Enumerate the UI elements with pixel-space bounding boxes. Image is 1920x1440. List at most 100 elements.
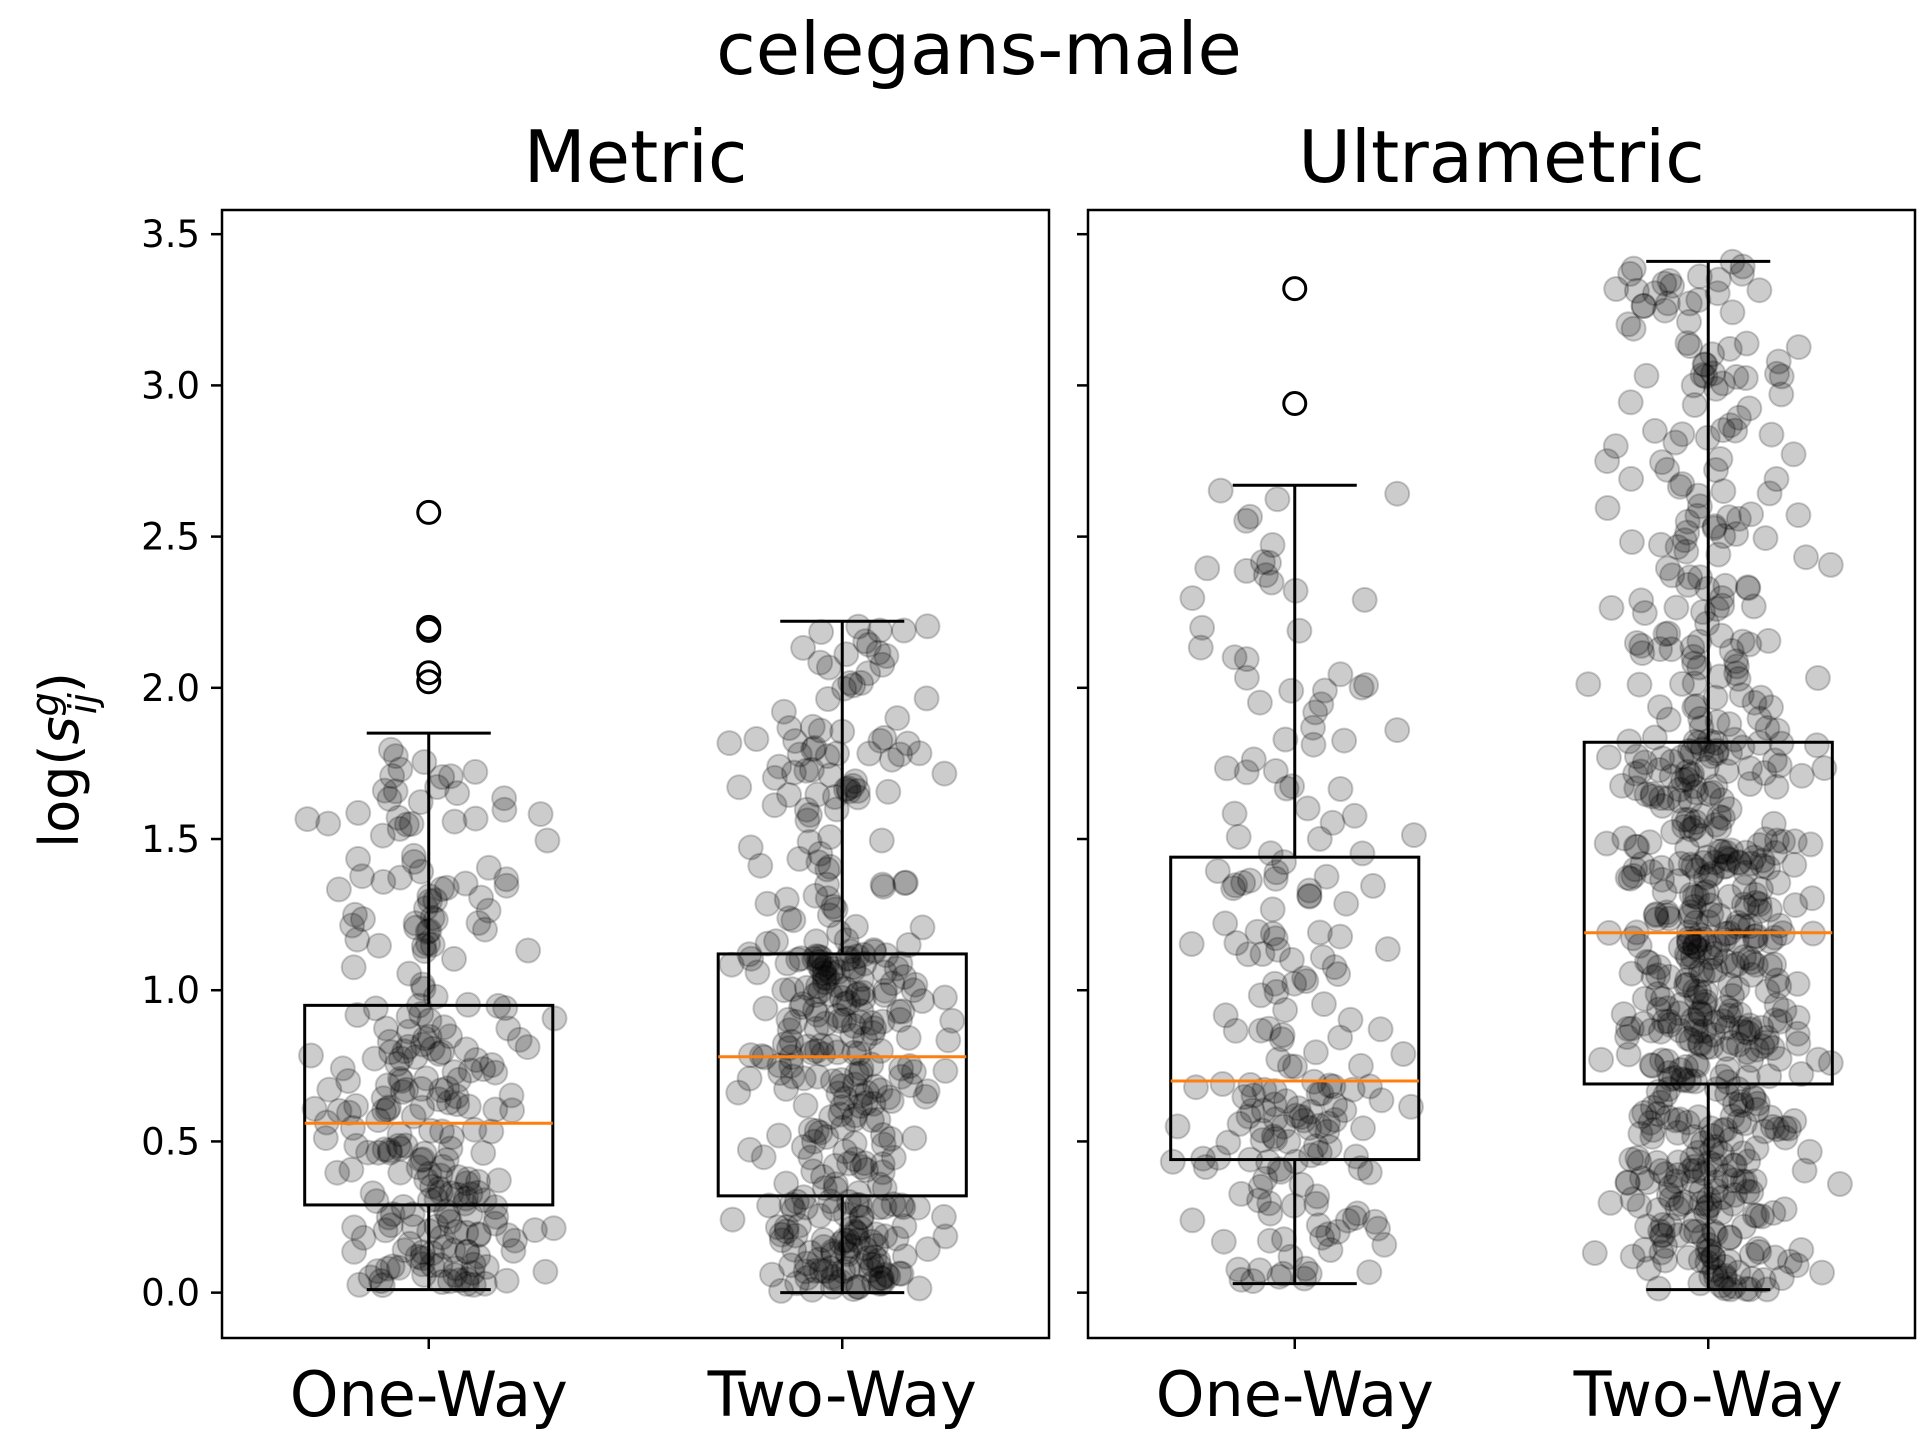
data-point bbox=[1648, 785, 1675, 811]
data-point bbox=[1722, 1152, 1748, 1179]
x-tick-label: Two-Way bbox=[707, 1358, 977, 1431]
data-point bbox=[1657, 1174, 1684, 1200]
data-point bbox=[344, 1002, 371, 1028]
data-point bbox=[1581, 1240, 1608, 1266]
data-point bbox=[411, 938, 438, 965]
data-point bbox=[875, 1263, 902, 1290]
data-point bbox=[1239, 1097, 1266, 1124]
data-point bbox=[829, 1094, 856, 1121]
data-point bbox=[1758, 421, 1785, 448]
data-point bbox=[1741, 1168, 1768, 1195]
data-point bbox=[811, 969, 838, 996]
data-point bbox=[801, 1128, 827, 1155]
data-point bbox=[843, 1061, 870, 1088]
data-point bbox=[1716, 335, 1743, 362]
data-point bbox=[527, 801, 554, 828]
data-point bbox=[1685, 1139, 1712, 1166]
data-point bbox=[1674, 330, 1701, 357]
data-point bbox=[312, 1125, 339, 1152]
data-point bbox=[364, 1258, 391, 1285]
data-point bbox=[840, 1012, 867, 1039]
data-point bbox=[1668, 991, 1695, 1018]
data-point bbox=[1739, 949, 1766, 975]
data-point bbox=[411, 749, 438, 775]
data-point bbox=[1762, 1007, 1789, 1034]
data-point bbox=[1228, 1180, 1255, 1207]
data-point bbox=[457, 1201, 484, 1228]
data-point bbox=[1615, 1015, 1641, 1042]
data-point bbox=[453, 1266, 480, 1293]
data-point bbox=[852, 1026, 878, 1053]
data-point bbox=[1715, 1069, 1741, 1095]
data-point bbox=[1675, 944, 1702, 971]
data-point bbox=[1302, 1039, 1329, 1066]
data-point bbox=[1768, 363, 1795, 390]
data-point bbox=[878, 1088, 905, 1114]
data-point bbox=[1233, 557, 1260, 584]
data-point bbox=[374, 1096, 401, 1123]
data-point bbox=[1296, 883, 1323, 910]
data-point bbox=[1159, 1148, 1186, 1175]
data-point bbox=[861, 1015, 888, 1042]
data-point bbox=[828, 1067, 855, 1093]
data-point bbox=[375, 1094, 402, 1121]
data-point bbox=[852, 628, 879, 655]
data-point bbox=[1233, 664, 1260, 691]
data-point bbox=[805, 973, 831, 1000]
data-point bbox=[818, 1104, 845, 1131]
data-point bbox=[780, 759, 807, 786]
data-point bbox=[1651, 1008, 1678, 1035]
data-point bbox=[1704, 280, 1731, 307]
box-two-way bbox=[1582, 259, 1834, 1292]
data-point bbox=[1617, 389, 1644, 416]
data-point bbox=[1639, 783, 1666, 810]
data-point bbox=[1310, 991, 1337, 1018]
data-point bbox=[1716, 1224, 1743, 1251]
data-point bbox=[363, 1188, 390, 1215]
data-point bbox=[1297, 1098, 1324, 1125]
data-point bbox=[1624, 833, 1651, 860]
data-point bbox=[1747, 684, 1774, 711]
data-point bbox=[1575, 671, 1602, 698]
data-point bbox=[1744, 1096, 1770, 1123]
data-point bbox=[1659, 272, 1686, 299]
data-point bbox=[818, 1033, 845, 1060]
data-point bbox=[1610, 1001, 1637, 1028]
outlier-point bbox=[416, 617, 442, 643]
data-point bbox=[1718, 837, 1745, 864]
data-point bbox=[413, 1166, 440, 1193]
data-point bbox=[429, 1039, 455, 1066]
data-point bbox=[1640, 964, 1667, 991]
data-point bbox=[465, 1168, 491, 1195]
data-point bbox=[939, 1007, 966, 1034]
data-point bbox=[1686, 937, 1713, 964]
data-point bbox=[797, 1117, 824, 1143]
data-point bbox=[1316, 1072, 1343, 1099]
data-point bbox=[902, 971, 929, 998]
data-point bbox=[853, 1157, 880, 1183]
data-point bbox=[1683, 1051, 1710, 1078]
data-point bbox=[812, 1010, 839, 1037]
data-point bbox=[768, 1277, 795, 1304]
data-point bbox=[1700, 360, 1727, 387]
data-point bbox=[1797, 831, 1824, 858]
data-point bbox=[913, 685, 940, 712]
data-point bbox=[1633, 781, 1660, 808]
data-point bbox=[833, 927, 860, 954]
data-point bbox=[1697, 862, 1724, 889]
data-point bbox=[402, 1044, 429, 1070]
data-point bbox=[1698, 743, 1725, 770]
data-point bbox=[1703, 457, 1729, 483]
data-point bbox=[1624, 1145, 1651, 1171]
data-point bbox=[1738, 501, 1765, 528]
data-point bbox=[1598, 594, 1625, 621]
data-point bbox=[831, 1227, 858, 1254]
data-point bbox=[846, 1040, 873, 1067]
data-point bbox=[1262, 865, 1289, 892]
data-point bbox=[914, 1078, 941, 1105]
data-point bbox=[1686, 1030, 1713, 1057]
data-point bbox=[866, 617, 893, 644]
data-point bbox=[743, 726, 770, 752]
data-point bbox=[1744, 1090, 1771, 1117]
